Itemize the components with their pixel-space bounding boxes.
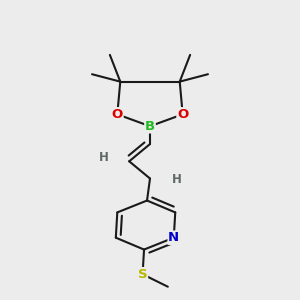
Text: N: N — [168, 231, 179, 244]
Text: S: S — [138, 268, 147, 281]
Text: O: O — [177, 108, 188, 121]
Text: H: H — [172, 173, 182, 186]
Text: H: H — [99, 151, 109, 164]
Text: B: B — [145, 120, 155, 133]
Text: O: O — [112, 108, 123, 121]
